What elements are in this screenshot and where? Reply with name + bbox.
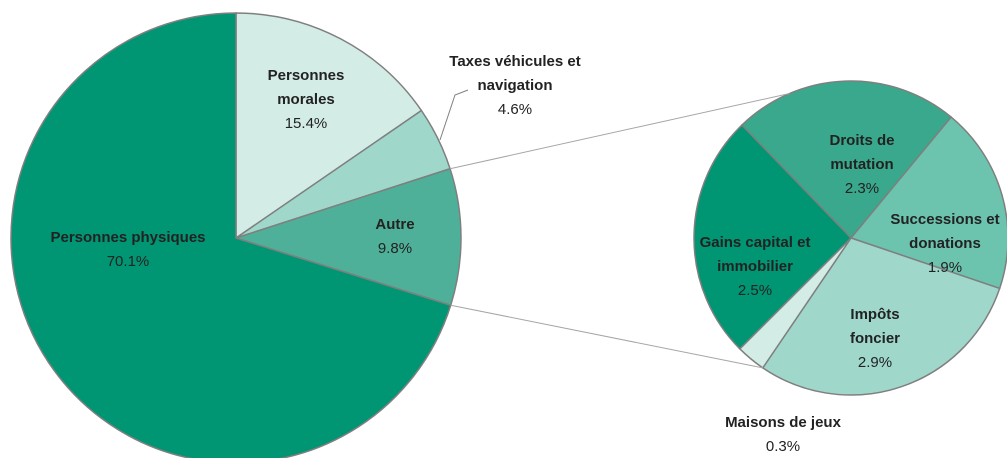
- pie-slice: [761, 237, 1001, 396]
- category-label: Personnes physiques: [50, 229, 206, 246]
- slice-label: Personnes physiques 70.1%: [28, 226, 228, 274]
- value-label: 2.3%: [844, 180, 880, 197]
- category-label: Successions et donations: [890, 211, 1000, 252]
- value-label: 0.3%: [765, 438, 801, 455]
- slice-label: Personnes morales 15.4%: [251, 64, 361, 136]
- category-label: Autre: [375, 216, 415, 233]
- pie-slice: [10, 12, 452, 458]
- value-label: 1.9%: [927, 259, 963, 276]
- slice-label: Maisons de jeux 0.3%: [693, 411, 873, 459]
- category-label: Impôts foncier: [849, 306, 900, 347]
- pie-slice: [740, 80, 953, 240]
- pie-slice: [235, 12, 423, 240]
- value-label: 9.8%: [377, 240, 413, 257]
- slice-label: Successions et donations 1.9%: [890, 208, 1000, 280]
- category-label: Personnes morales: [267, 67, 345, 108]
- slice-label: Impôts foncier 2.9%: [835, 303, 915, 375]
- category-label: Taxes véhicules et navigation: [449, 53, 581, 94]
- slice-label: Gains capital et immobilier 2.5%: [685, 231, 825, 303]
- category-label: Gains capital et immobilier: [699, 234, 811, 275]
- slice-label: Autre 9.8%: [355, 213, 435, 261]
- category-label: Droits de mutation: [829, 132, 895, 173]
- leader-line: [439, 89, 469, 141]
- value-label: 2.5%: [737, 282, 773, 299]
- value-label: 2.9%: [857, 354, 893, 371]
- connector-line: [450, 304, 763, 369]
- pie-slice: [849, 116, 1007, 290]
- value-label: 15.4%: [284, 115, 328, 132]
- pie-slice: [233, 167, 462, 307]
- slice-label: Taxes véhicules et navigation 4.6%: [420, 50, 610, 122]
- value-label: 70.1%: [106, 253, 150, 270]
- slice-label: Droits de mutation 2.3%: [807, 129, 917, 201]
- connector-line: [449, 92, 790, 170]
- pie-slice: [693, 124, 853, 350]
- category-label: Maisons de jeux: [725, 414, 841, 431]
- value-label: 4.6%: [497, 101, 533, 118]
